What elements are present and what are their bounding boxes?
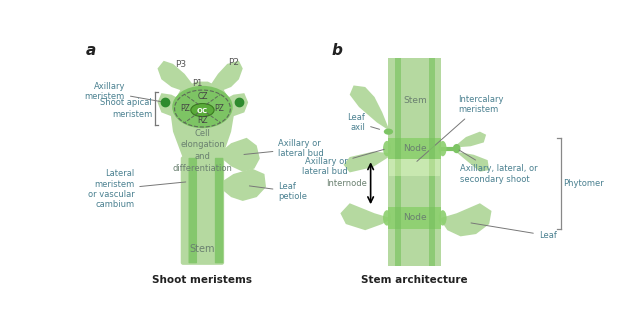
Polygon shape — [344, 152, 392, 172]
Polygon shape — [210, 61, 243, 92]
FancyBboxPatch shape — [215, 158, 223, 263]
Polygon shape — [222, 169, 266, 201]
Text: Shoot apical
meristem: Shoot apical meristem — [100, 98, 152, 119]
Ellipse shape — [383, 141, 391, 156]
FancyBboxPatch shape — [395, 138, 401, 159]
Ellipse shape — [452, 144, 461, 153]
Text: Axillary, lateral, or
secondary shoot: Axillary, lateral, or secondary shoot — [459, 150, 538, 184]
Text: P2: P2 — [228, 58, 239, 67]
Polygon shape — [157, 93, 183, 116]
FancyBboxPatch shape — [395, 59, 401, 267]
FancyBboxPatch shape — [189, 158, 197, 263]
Polygon shape — [222, 138, 260, 172]
Text: Cell
elongation
and
differentiation: Cell elongation and differentiation — [173, 129, 232, 173]
Polygon shape — [457, 152, 489, 172]
FancyBboxPatch shape — [388, 207, 441, 229]
Ellipse shape — [384, 129, 393, 135]
Text: P3: P3 — [175, 60, 186, 69]
Ellipse shape — [439, 141, 447, 156]
Text: OC: OC — [197, 108, 208, 114]
FancyBboxPatch shape — [388, 59, 441, 267]
Text: Stem: Stem — [189, 244, 215, 254]
Ellipse shape — [191, 104, 214, 117]
FancyBboxPatch shape — [395, 207, 401, 229]
Text: Intercalary
meristem: Intercalary meristem — [417, 95, 504, 161]
FancyBboxPatch shape — [429, 59, 435, 267]
Text: PZ: PZ — [214, 104, 225, 113]
Text: a: a — [86, 43, 97, 58]
Polygon shape — [349, 85, 388, 130]
Text: Axillary or
lateral bud: Axillary or lateral bud — [244, 139, 324, 158]
Polygon shape — [170, 82, 235, 159]
Text: Stem: Stem — [403, 96, 427, 105]
Text: Internode: Internode — [326, 179, 367, 188]
Text: Leaf
petiole: Leaf petiole — [250, 182, 307, 201]
FancyBboxPatch shape — [395, 159, 401, 176]
Text: Phytomer: Phytomer — [563, 179, 604, 188]
Text: RZ: RZ — [197, 115, 208, 125]
Text: b: b — [332, 43, 343, 58]
FancyBboxPatch shape — [180, 156, 224, 265]
Ellipse shape — [439, 210, 447, 226]
Text: CZ: CZ — [197, 92, 208, 101]
FancyBboxPatch shape — [429, 207, 435, 229]
Text: Leaf
axil: Leaf axil — [348, 113, 380, 132]
Text: Node: Node — [403, 214, 427, 222]
FancyBboxPatch shape — [429, 138, 435, 159]
FancyBboxPatch shape — [429, 159, 435, 176]
Text: Shoot meristems: Shoot meristems — [152, 275, 252, 285]
Text: Lateral
meristem
or vascular
cambium: Lateral meristem or vascular cambium — [88, 169, 186, 210]
Text: Axillary
meristem: Axillary meristem — [84, 82, 163, 102]
Ellipse shape — [172, 86, 233, 128]
Text: Node: Node — [403, 144, 427, 153]
FancyBboxPatch shape — [389, 159, 440, 176]
Text: P1: P1 — [193, 78, 203, 88]
FancyBboxPatch shape — [388, 138, 441, 159]
Text: Axillary or
lateral bud: Axillary or lateral bud — [301, 149, 384, 176]
Polygon shape — [222, 93, 248, 116]
Polygon shape — [340, 203, 390, 230]
Polygon shape — [441, 203, 492, 236]
Polygon shape — [457, 132, 486, 147]
Text: Leaf: Leaf — [471, 223, 557, 240]
Polygon shape — [157, 61, 195, 92]
Ellipse shape — [383, 210, 391, 226]
Text: Stem architecture: Stem architecture — [362, 275, 468, 285]
Text: PZ: PZ — [180, 104, 190, 113]
